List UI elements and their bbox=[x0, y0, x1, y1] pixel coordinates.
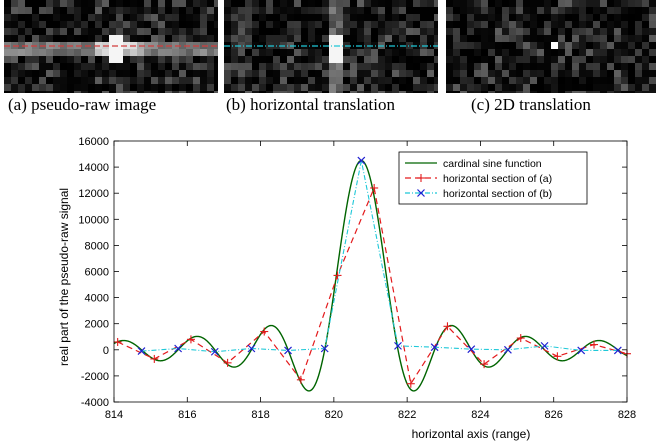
legend-label: horizontal section of (a) bbox=[443, 173, 552, 185]
marker-plus bbox=[480, 360, 489, 369]
marker-x bbox=[503, 345, 512, 354]
y-axis-label: real part of the pseudo-raw signal bbox=[57, 188, 71, 366]
marker-plus bbox=[223, 358, 232, 367]
marker-x bbox=[320, 344, 329, 353]
y-tick-label: 2000 bbox=[85, 319, 109, 331]
x-tick-label: 820 bbox=[325, 409, 343, 421]
horizontal-translation-panel bbox=[224, 0, 438, 93]
y-tick-label: -4000 bbox=[81, 397, 109, 409]
y-tick-label: 14000 bbox=[78, 162, 109, 174]
marker-plus bbox=[186, 335, 195, 344]
x-tick-label: 818 bbox=[251, 409, 269, 421]
marker-x bbox=[137, 347, 146, 356]
marker-plus bbox=[590, 340, 599, 349]
marker-plus bbox=[443, 322, 452, 331]
caption-c: (c) 2D translation bbox=[471, 95, 591, 114]
marker-x bbox=[394, 341, 402, 350]
marker-plus bbox=[516, 334, 525, 343]
x-tick-label: 816 bbox=[178, 409, 196, 421]
y-tick-label: 12000 bbox=[78, 188, 109, 200]
y-tick-label: 6000 bbox=[85, 267, 109, 279]
2d-translation-panel bbox=[446, 0, 656, 93]
series-section-a bbox=[117, 185, 628, 386]
y-tick-label: -2000 bbox=[81, 371, 109, 383]
marker-plus bbox=[260, 327, 269, 336]
y-tick-label: 10000 bbox=[78, 214, 109, 226]
legend: cardinal sine function horizontal section… bbox=[398, 151, 588, 205]
x-tick-label: 824 bbox=[471, 409, 489, 421]
marker-x bbox=[357, 156, 366, 165]
marker-x bbox=[430, 343, 439, 352]
marker-x bbox=[174, 344, 183, 353]
x-tick-label: 822 bbox=[398, 409, 416, 421]
series-section-b bbox=[141, 160, 618, 353]
marker-plus bbox=[406, 379, 415, 388]
caption-b: (b) horizontal translation bbox=[226, 95, 396, 114]
marker-x bbox=[613, 346, 622, 355]
legend-label: cardinal sine function bbox=[443, 158, 542, 170]
y-tick-label: 4000 bbox=[85, 293, 109, 305]
marker-plus bbox=[113, 337, 122, 346]
x-tick-label: 814 bbox=[105, 409, 123, 421]
marker-plus bbox=[150, 354, 159, 363]
marker-x bbox=[540, 341, 549, 350]
x-tick-label: 826 bbox=[545, 409, 563, 421]
caption-a: (a) pseudo-raw image bbox=[8, 95, 157, 114]
y-tick-label: 16000 bbox=[78, 136, 109, 148]
marker-plus bbox=[553, 352, 562, 361]
marker-plus bbox=[333, 271, 342, 280]
marker-x bbox=[577, 346, 586, 355]
marker-x bbox=[467, 345, 476, 354]
legend-label: horizontal section of (b) bbox=[443, 188, 552, 200]
y-tick-label: 8000 bbox=[85, 240, 109, 252]
sinc-comparison-chart: 814 816 818 820 822 824 826 828 -4000 -2000 0 2000 4… bbox=[57, 136, 636, 441]
marker-plus bbox=[370, 183, 379, 192]
y-tick-label: 0 bbox=[103, 345, 109, 357]
x-tick-label: 828 bbox=[618, 409, 636, 421]
marker-x bbox=[284, 346, 292, 355]
x-axis-label: horizontal axis (range) bbox=[412, 427, 531, 441]
pseudo-raw-image-panel bbox=[4, 0, 218, 93]
marker-x bbox=[210, 347, 219, 356]
marker-x bbox=[247, 344, 256, 353]
marker-plus bbox=[296, 375, 305, 384]
